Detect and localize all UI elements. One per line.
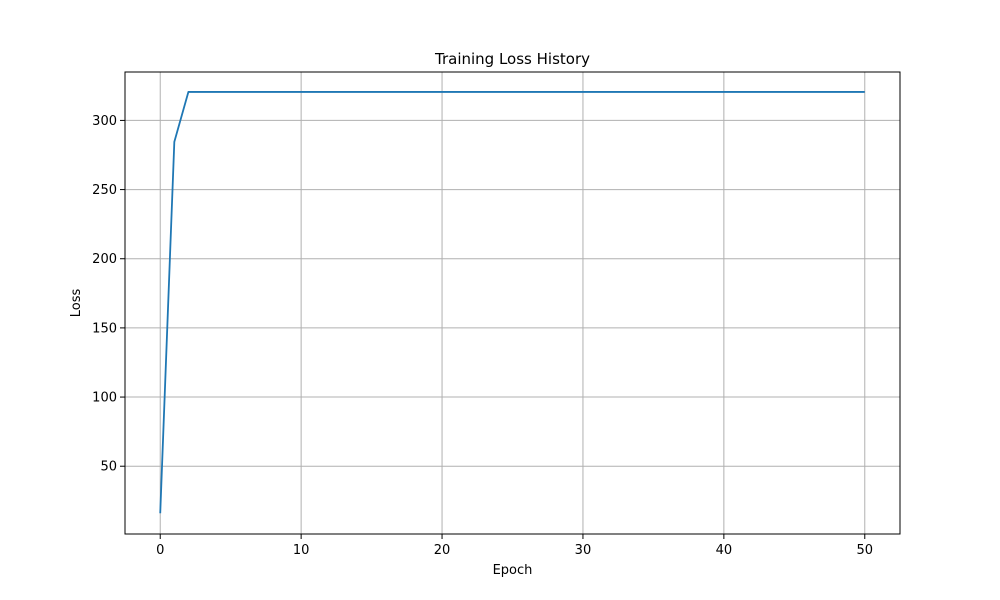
series-layer <box>159 91 865 514</box>
plot-area-frame <box>124 71 901 535</box>
y-tick-label-250: 250 <box>92 183 117 198</box>
x-tick-label-40: 40 <box>716 543 733 558</box>
y-tick-label-300: 300 <box>92 114 117 129</box>
grid-lines <box>125 72 900 534</box>
y-tick-label-150: 150 <box>92 321 117 336</box>
x-tick-label-50: 50 <box>856 543 873 558</box>
y-tick-label-50: 50 <box>100 460 117 475</box>
axis-ticks: 0 10 20 30 40 50 50 100 150 200 250 300 <box>92 114 873 558</box>
x-tick-label-10: 10 <box>293 543 310 558</box>
plot-area-background <box>125 72 900 534</box>
x-tick-label-20: 20 <box>434 543 451 558</box>
y-tick-label-100: 100 <box>92 391 117 406</box>
y-tick-label-200: 200 <box>92 252 117 267</box>
loss-series-line-0 <box>159 91 865 514</box>
x-tick-label-30: 30 <box>575 543 592 558</box>
x-tick-label-0: 0 <box>156 543 164 558</box>
y-axis-title: Loss <box>69 289 84 318</box>
chart-title: Training Loss History <box>434 50 590 68</box>
x-axis-title: Epoch <box>493 563 533 578</box>
